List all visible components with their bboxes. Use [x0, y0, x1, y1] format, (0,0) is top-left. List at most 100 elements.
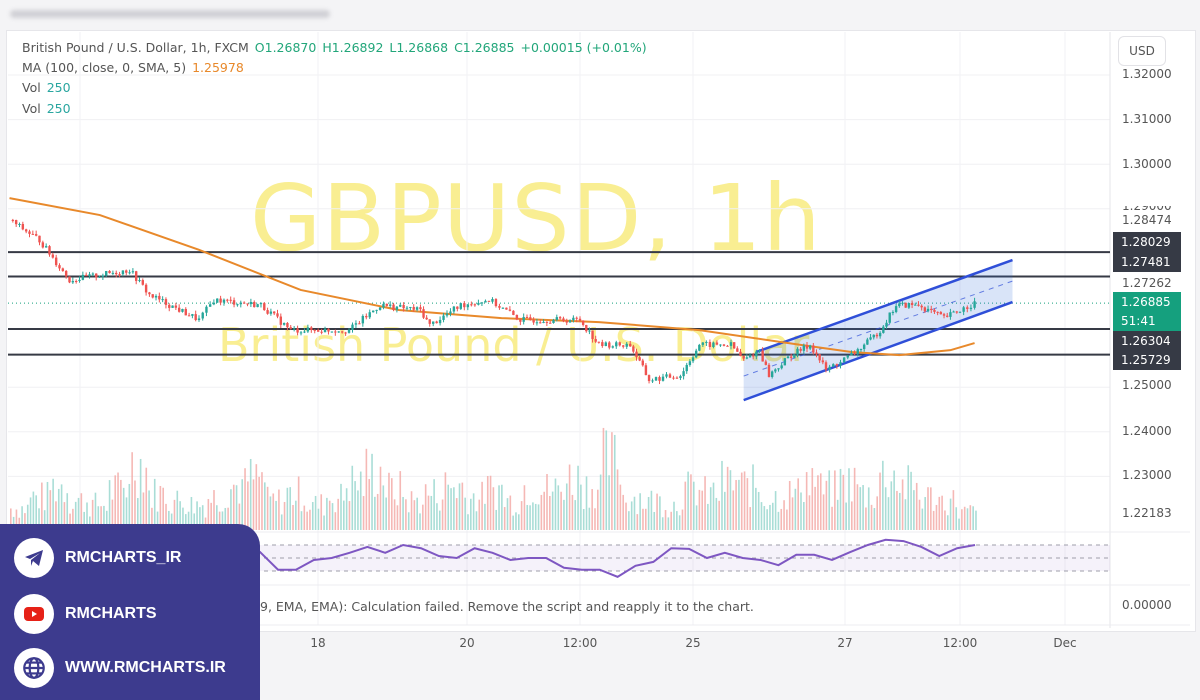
candle-body — [679, 376, 682, 379]
candle-body — [115, 272, 118, 275]
volume-bar — [122, 487, 125, 530]
currency-button[interactable]: USD — [1118, 36, 1166, 66]
volume-bar — [328, 500, 331, 530]
candle-body — [347, 329, 351, 333]
candle-body — [846, 355, 849, 358]
candle-body — [535, 322, 539, 324]
volume-bar — [173, 499, 176, 530]
volume-bar — [184, 514, 187, 530]
volume-bar — [791, 497, 794, 530]
candle-body — [920, 305, 923, 308]
volume-bar — [529, 505, 531, 530]
volume-bar — [388, 472, 390, 530]
volume-bar — [334, 512, 337, 530]
youtube-link[interactable]: RMCHARTS — [14, 594, 157, 634]
candle-body — [340, 331, 344, 333]
candle-body — [134, 271, 138, 281]
volume-bar — [687, 471, 689, 530]
candle-body — [299, 332, 303, 334]
candle-body — [292, 328, 296, 330]
candle-body — [81, 274, 85, 280]
volume-bar — [882, 460, 884, 530]
vol-value: 250 — [46, 101, 71, 116]
volume-bar — [944, 510, 946, 530]
volume-legend-1[interactable]: Vol 250 — [22, 80, 71, 95]
candle-body — [824, 362, 828, 370]
candle-body — [161, 299, 164, 301]
volume-bar — [320, 494, 323, 530]
volume-bar — [29, 497, 32, 530]
volume-bar — [834, 470, 836, 530]
volume-bar — [41, 482, 43, 530]
candle-body — [608, 342, 611, 348]
volume-bar — [283, 501, 286, 530]
volume-bar — [224, 507, 227, 530]
candle-body — [780, 365, 783, 369]
volume-bar — [453, 487, 455, 530]
candle-body — [907, 303, 911, 308]
volume-legend-2[interactable]: Vol 250 — [22, 101, 71, 116]
volume-bar — [580, 484, 582, 530]
volume-bar — [280, 514, 283, 530]
volume-bar — [805, 472, 808, 530]
volume-bar — [930, 487, 932, 530]
symbol-legend[interactable]: British Pound / U.S. Dollar, 1h, FXCM O1.… — [22, 40, 647, 55]
candle-body — [151, 294, 154, 298]
candle-body — [647, 375, 651, 382]
volume-bar — [952, 490, 955, 530]
candle-body — [378, 307, 382, 310]
candle-body — [783, 358, 787, 366]
candle-body — [641, 360, 644, 366]
volume-bar — [692, 481, 695, 530]
candle-body — [508, 309, 512, 311]
volume-bar — [557, 485, 560, 530]
volume-bar — [390, 478, 393, 530]
volume-bar — [179, 501, 181, 530]
volume-bar — [272, 493, 275, 530]
volume-bar — [814, 486, 816, 530]
candle-body — [777, 368, 780, 370]
website-link[interactable]: WWW.RMCHARTS.IR — [14, 648, 226, 688]
watermark-title: GBPUSD, 1h — [250, 165, 822, 272]
candle-body — [54, 257, 58, 266]
candle-body — [859, 349, 863, 351]
candle-body — [853, 353, 856, 355]
telegram-link[interactable]: RMCHARTS_IR — [14, 538, 181, 578]
candle-body — [78, 279, 81, 282]
volume-bar — [86, 502, 88, 530]
volume-bar — [867, 487, 870, 530]
volume-bar — [941, 495, 943, 530]
volume-bar — [769, 504, 771, 530]
candle-body — [793, 354, 796, 358]
globe-icon — [14, 648, 54, 688]
volume-bar — [684, 481, 687, 530]
volume-bar — [204, 517, 207, 530]
candle-body — [818, 354, 821, 361]
ma-legend[interactable]: MA (100, close, 0, SMA, 5) 1.25978 — [22, 60, 244, 75]
candle-body — [168, 304, 171, 308]
volume-bar — [193, 513, 196, 530]
candle-body — [31, 233, 35, 235]
candle-body — [141, 280, 145, 285]
candle-body — [532, 319, 535, 323]
volume-bar — [362, 496, 365, 530]
volume-bar — [876, 496, 879, 530]
candle-body — [926, 308, 930, 312]
volume-bar — [351, 465, 354, 530]
candle-body — [558, 317, 562, 319]
volume-bar — [55, 501, 57, 530]
volume-bar — [749, 507, 752, 530]
volume-bar — [819, 473, 822, 530]
volume-bar — [467, 514, 469, 530]
candle-body — [466, 304, 470, 308]
volume-bar — [828, 470, 831, 530]
volume-bar — [647, 496, 650, 530]
candle-body — [812, 345, 815, 353]
volume-bar — [275, 500, 277, 530]
time-tick: 12:00 — [562, 636, 598, 650]
candle-body — [498, 306, 501, 308]
candle-body — [68, 276, 71, 283]
time-tick: 20 — [459, 636, 475, 650]
volume-bar — [187, 511, 190, 530]
